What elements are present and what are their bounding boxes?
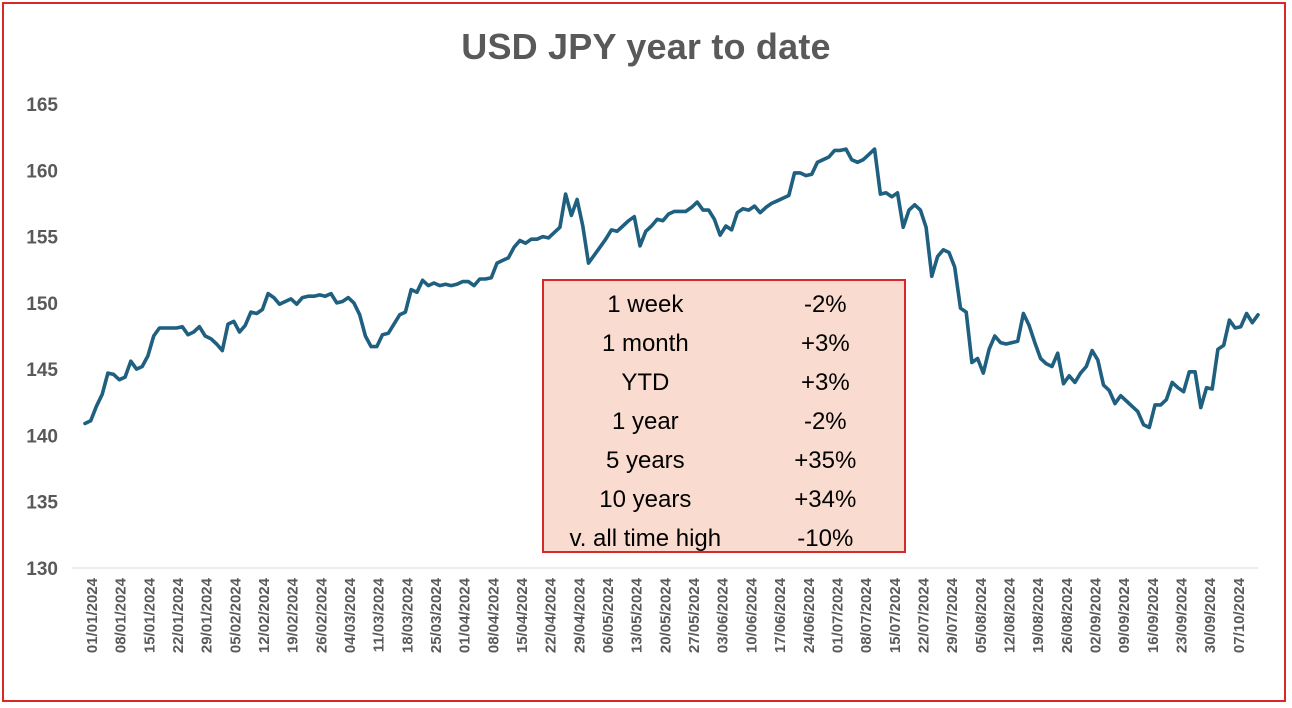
stat-label: 1 week <box>607 290 684 318</box>
x-tick-label: 08/07/2024 <box>858 577 875 653</box>
x-tick-label: 27/05/2024 <box>686 577 703 653</box>
x-tick-label: 26/08/2024 <box>1059 577 1076 653</box>
stat-label: 10 years <box>599 485 692 513</box>
x-tick-label: 01/07/2024 <box>829 577 846 653</box>
stat-value: +35% <box>794 446 857 474</box>
x-tick-label: 02/09/2024 <box>1087 577 1104 653</box>
x-tick-label: 19/02/2024 <box>285 577 302 653</box>
x-tick-label: 04/03/2024 <box>342 577 359 653</box>
series-line-usd-jpy <box>83 147 1260 430</box>
stat-row-5-years: 5 years +35% <box>544 441 904 480</box>
stat-label: 1 month <box>601 329 689 357</box>
stat-row-1-year: 1 year -2% <box>544 402 904 441</box>
y-tick-label: 165 <box>26 95 58 116</box>
y-tick-label: 140 <box>26 426 58 447</box>
x-tick-label: 16/09/2024 <box>1145 577 1162 653</box>
x-tick-label: 12/08/2024 <box>1001 577 1018 653</box>
x-tick-label: 25/03/2024 <box>428 577 445 653</box>
x-tick-label: 08/04/2024 <box>485 577 502 653</box>
x-tick-label: 07/10/2024 <box>1231 577 1248 653</box>
y-tick-label: 145 <box>26 360 58 381</box>
x-tick-label: 10/06/2024 <box>743 577 760 653</box>
y-tick-label: 130 <box>26 559 58 580</box>
x-tick-label: 06/05/2024 <box>600 577 617 653</box>
stat-value: -2% <box>803 290 847 318</box>
series-layer <box>83 147 1260 430</box>
stat-value: +34% <box>794 485 857 513</box>
y-tick-label: 160 <box>26 161 58 182</box>
stat-row-1-week: 1 week -2% <box>544 285 904 324</box>
x-tick-label: 13/05/2024 <box>629 577 646 653</box>
x-tick-label: 29/04/2024 <box>571 577 588 653</box>
chart-title: USD JPY year to date <box>461 26 831 67</box>
stat-label: v. all time high <box>569 524 722 552</box>
y-tick-label: 135 <box>26 493 58 514</box>
stat-value: +3% <box>800 368 850 396</box>
y-axis: 130 135 140 145 150 155 160 165 <box>26 95 58 580</box>
x-tick-label: 15/01/2024 <box>141 577 158 653</box>
x-tick-label: 18/03/2024 <box>399 577 416 653</box>
performance-table: 1 week -2% 1 month +3% YTD +3% 1 year -2… <box>542 279 906 553</box>
x-tick-label: 30/09/2024 <box>1202 577 1219 653</box>
stat-row-ytd: YTD +3% <box>544 363 904 402</box>
x-tick-label: 22/04/2024 <box>543 577 560 653</box>
x-tick-label: 05/02/2024 <box>227 577 244 653</box>
x-tick-label: 15/04/2024 <box>514 577 531 653</box>
stat-row-all-time-high: v. all time high -10% <box>544 519 904 558</box>
x-tick-label: 23/09/2024 <box>1173 577 1190 653</box>
x-tick-label: 08/01/2024 <box>113 577 130 653</box>
stat-row-10-years: 10 years +34% <box>544 480 904 519</box>
x-tick-label: 19/08/2024 <box>1030 577 1047 653</box>
x-tick-label: 26/02/2024 <box>313 577 330 653</box>
stat-row-1-month: 1 month +3% <box>544 324 904 363</box>
stat-label: YTD <box>621 368 670 396</box>
x-tick-label: 22/07/2024 <box>915 577 932 653</box>
stat-value: +3% <box>800 329 850 357</box>
x-tick-label: 05/08/2024 <box>973 577 990 653</box>
x-tick-label: 22/01/2024 <box>170 577 187 653</box>
y-tick-label: 155 <box>26 228 58 249</box>
x-tick-label: 09/09/2024 <box>1116 577 1133 653</box>
x-tick-label: 20/05/2024 <box>657 577 674 653</box>
y-tick-label: 150 <box>26 294 58 315</box>
stat-label: 1 year <box>611 407 679 435</box>
x-tick-label: 12/02/2024 <box>256 577 273 653</box>
stat-value: -10% <box>797 524 854 552</box>
x-tick-label: 24/06/2024 <box>801 577 818 653</box>
stat-value: -2% <box>803 407 847 435</box>
x-tick-label: 15/07/2024 <box>887 577 904 653</box>
x-tick-label: 01/04/2024 <box>457 577 474 653</box>
x-tick-label: 29/07/2024 <box>944 577 961 653</box>
x-tick-label: 11/03/2024 <box>371 577 388 652</box>
x-tick-label: 01/01/2024 <box>84 577 101 653</box>
x-axis: 01/01/2024 08/01/2024 15/01/2024 22/01/2024… <box>72 567 1258 653</box>
x-tick-label: 17/06/2024 <box>772 577 789 653</box>
x-tick-label: 03/06/2024 <box>715 577 732 653</box>
stat-label: 5 years <box>605 446 685 474</box>
x-tick-label: 29/01/2024 <box>199 577 216 653</box>
